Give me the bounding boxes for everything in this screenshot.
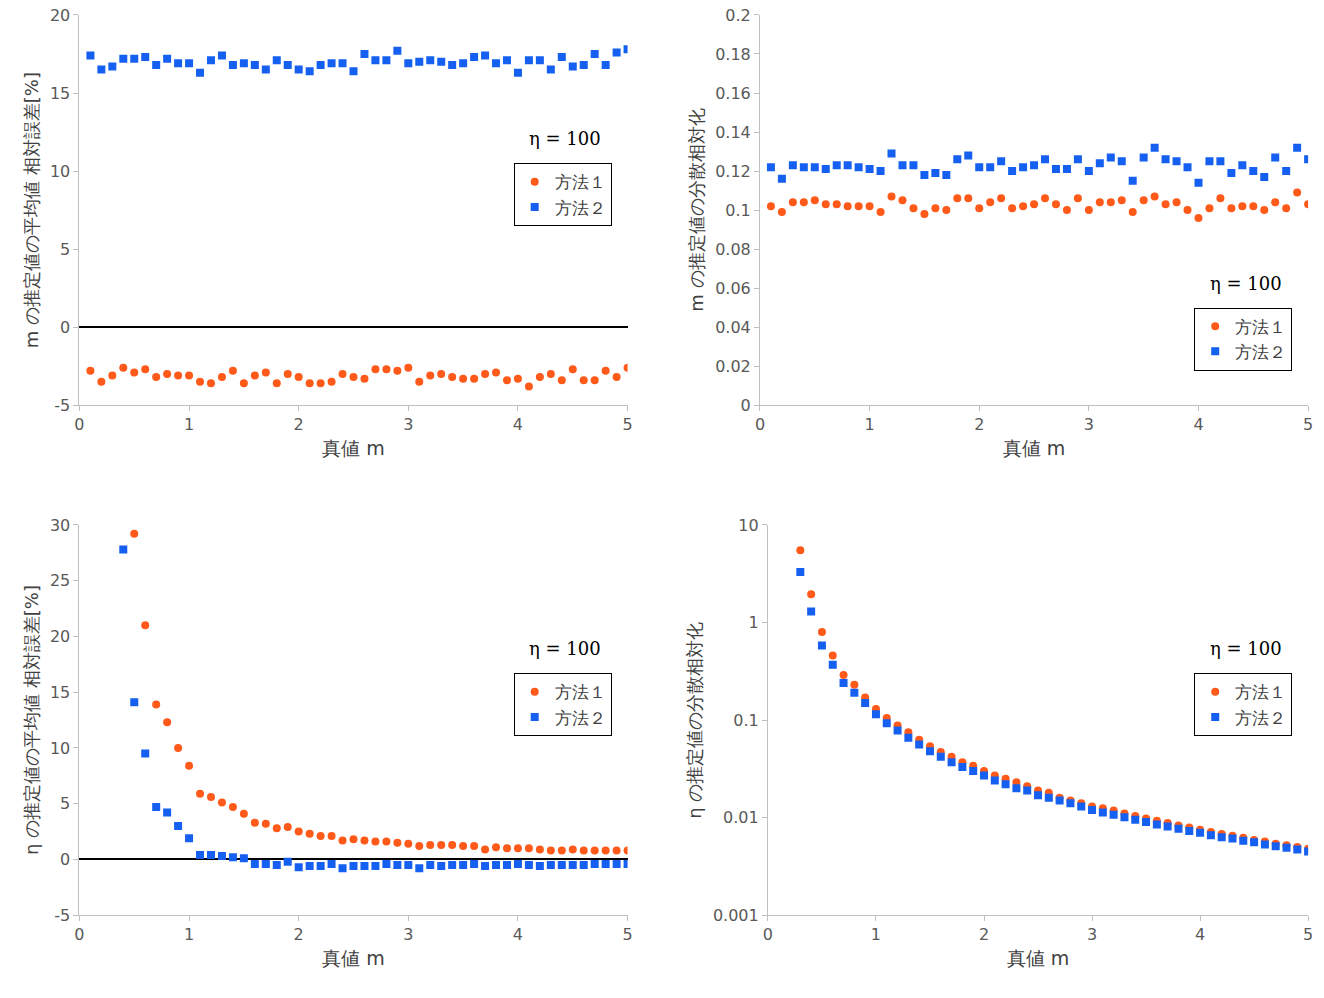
svg-text:4: 4 (1193, 415, 1203, 434)
svg-text:1: 1 (871, 925, 881, 944)
svg-text:25: 25 (50, 571, 70, 590)
svg-text:方法２: 方法２ (1235, 342, 1286, 362)
svg-text:20: 20 (50, 627, 70, 646)
svg-text:1: 1 (184, 415, 194, 434)
svg-text:5: 5 (60, 240, 70, 259)
svg-text:0: 0 (763, 925, 773, 944)
svg-text:0: 0 (741, 396, 751, 415)
svg-text:方法１: 方法１ (1235, 682, 1286, 702)
svg-text:5: 5 (622, 925, 632, 944)
svg-text:0.12: 0.12 (715, 162, 751, 181)
svg-text:10: 10 (738, 516, 758, 535)
svg-text:η = 100: η = 100 (529, 638, 601, 659)
svg-text:3: 3 (403, 925, 413, 944)
svg-text:-5: -5 (54, 906, 70, 925)
svg-text:0.16: 0.16 (715, 84, 751, 103)
svg-text:5: 5 (1303, 925, 1313, 944)
svg-text:4: 4 (1195, 925, 1205, 944)
svg-text:15: 15 (50, 84, 70, 103)
svg-text:0.04: 0.04 (715, 318, 751, 337)
svg-text:0: 0 (755, 415, 765, 434)
svg-text:m の推定値の分散相対化: m の推定値の分散相対化 (686, 108, 707, 311)
svg-text:2: 2 (294, 415, 304, 434)
svg-text:2: 2 (294, 925, 304, 944)
svg-text:η = 100: η = 100 (1210, 638, 1282, 659)
svg-text:20: 20 (50, 6, 70, 25)
svg-text:3: 3 (403, 415, 413, 434)
svg-text:2: 2 (979, 925, 989, 944)
svg-text:真値 m: 真値 m (1003, 437, 1066, 459)
svg-text:10: 10 (50, 162, 70, 181)
svg-text:真値 m: 真値 m (322, 947, 385, 969)
svg-text:0.01: 0.01 (723, 808, 759, 827)
svg-text:4: 4 (513, 925, 523, 944)
svg-text:5: 5 (60, 794, 70, 813)
svg-text:30: 30 (50, 516, 70, 535)
svg-text:方法２: 方法２ (555, 198, 606, 218)
svg-text:-5: -5 (54, 396, 70, 415)
svg-text:0.1: 0.1 (733, 711, 758, 730)
svg-text:0.06: 0.06 (715, 279, 751, 298)
svg-text:η = 100: η = 100 (529, 128, 601, 149)
svg-text:方法２: 方法２ (1235, 708, 1286, 728)
svg-text:真値 m: 真値 m (322, 437, 385, 459)
svg-text:0: 0 (60, 850, 70, 869)
svg-text:方法１: 方法１ (1235, 317, 1286, 337)
svg-text:η の推定値の平均値 相対誤差[%]: η の推定値の平均値 相対誤差[%] (21, 585, 42, 855)
svg-text:0: 0 (74, 925, 84, 944)
svg-text:15: 15 (50, 683, 70, 702)
svg-text:方法２: 方法２ (555, 708, 606, 728)
svg-text:0: 0 (74, 415, 84, 434)
svg-text:0.18: 0.18 (715, 45, 751, 64)
svg-text:1: 1 (749, 613, 759, 632)
svg-text:0.02: 0.02 (715, 357, 751, 376)
svg-text:5: 5 (622, 415, 632, 434)
svg-text:1: 1 (184, 925, 194, 944)
svg-text:0.1: 0.1 (725, 201, 750, 220)
svg-text:η = 100: η = 100 (1210, 273, 1282, 294)
svg-text:0.001: 0.001 (713, 906, 759, 925)
svg-text:0: 0 (60, 318, 70, 337)
svg-text:0.08: 0.08 (715, 240, 751, 259)
svg-text:1: 1 (865, 415, 875, 434)
svg-text:3: 3 (1084, 415, 1094, 434)
svg-text:5: 5 (1303, 415, 1313, 434)
svg-text:m の推定値の平均値 相対誤差[%]: m の推定値の平均値 相対誤差[%] (21, 72, 42, 348)
svg-text:10: 10 (50, 739, 70, 758)
svg-text:方法１: 方法１ (555, 682, 606, 702)
svg-text:真値 m: 真値 m (1007, 947, 1070, 969)
svg-text:η の推定値の分散相対化: η の推定値の分散相対化 (684, 621, 705, 818)
svg-text:0.14: 0.14 (715, 123, 751, 142)
svg-text:方法１: 方法１ (555, 172, 606, 192)
svg-text:4: 4 (513, 415, 523, 434)
svg-text:3: 3 (1087, 925, 1097, 944)
svg-text:0.2: 0.2 (725, 6, 750, 25)
svg-text:2: 2 (974, 415, 984, 434)
